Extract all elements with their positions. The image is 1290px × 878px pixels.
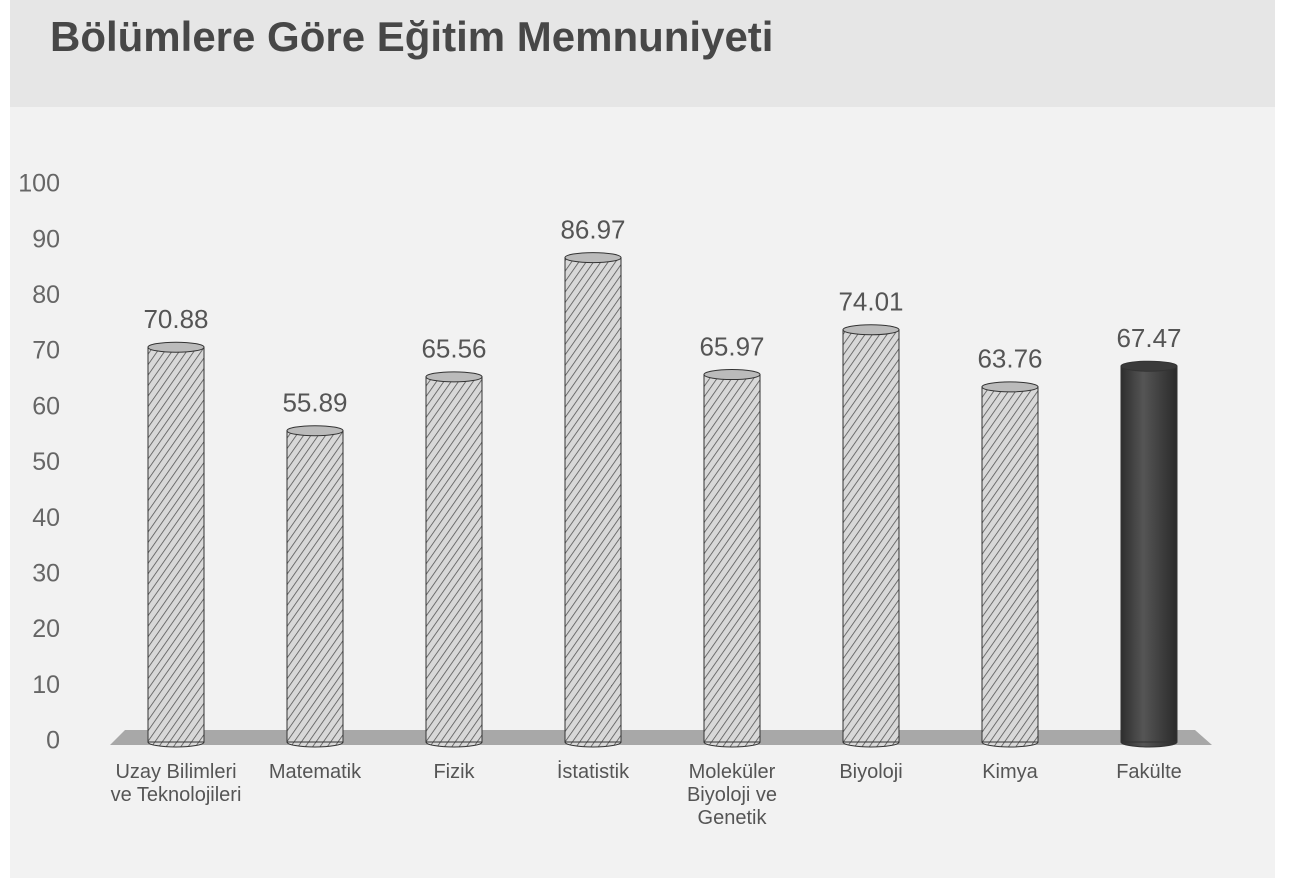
value-label: 63.76 [977, 344, 1042, 374]
bar-top [981, 381, 1039, 393]
x-tick-label: Fizik [433, 761, 475, 783]
bar [425, 376, 483, 743]
bar [1120, 365, 1178, 743]
y-tick-label: 50 [32, 448, 60, 476]
plot-background [10, 107, 1275, 878]
y-tick-label: 80 [32, 281, 60, 309]
value-label: 86.97 [560, 214, 625, 244]
bar [703, 374, 761, 743]
y-tick-label: 90 [32, 225, 60, 253]
bar-top [842, 324, 900, 336]
bar-top [1120, 360, 1178, 372]
bar-top [425, 371, 483, 383]
y-tick-label: 0 [46, 727, 60, 755]
y-tick-label: 60 [32, 392, 60, 420]
value-label: 67.47 [1116, 323, 1181, 353]
bar [981, 386, 1039, 743]
y-tick-label: 100 [18, 170, 60, 198]
y-tick-label: 70 [32, 337, 60, 365]
y-tick-label: 40 [32, 504, 60, 532]
floor [110, 730, 1212, 745]
y-tick-label: 10 [32, 671, 60, 699]
value-label: 55.89 [282, 388, 347, 418]
value-label: 70.88 [143, 304, 208, 334]
bar-top [147, 341, 205, 353]
value-label: 74.01 [838, 287, 903, 317]
bar-top [703, 369, 761, 381]
y-tick-label: 20 [32, 615, 60, 643]
bar-top [564, 252, 622, 264]
bar [286, 430, 344, 743]
x-tick-label: İstatistik [556, 761, 630, 783]
bar [564, 257, 622, 743]
x-tick-label: Fakülte [1116, 761, 1182, 783]
chart-title: Bölümlere Göre Eğitim Memnuniyeti [50, 13, 773, 60]
title-band [10, 0, 1275, 107]
value-label: 65.56 [421, 334, 486, 364]
value-label: 65.97 [699, 331, 764, 361]
x-tick-label: Matematik [268, 761, 362, 783]
y-tick-label: 30 [32, 560, 60, 588]
x-tick-label: Moleküler Biyoloji ve Genetik [686, 761, 778, 829]
bar [842, 329, 900, 743]
x-tick-label: Uzay Bilimleri ve Teknolojileri [110, 761, 242, 806]
bar-top [286, 425, 344, 437]
x-tick-label: Kimya [982, 761, 1038, 783]
bar [147, 346, 205, 743]
x-tick-label: Biyoloji [839, 761, 903, 783]
